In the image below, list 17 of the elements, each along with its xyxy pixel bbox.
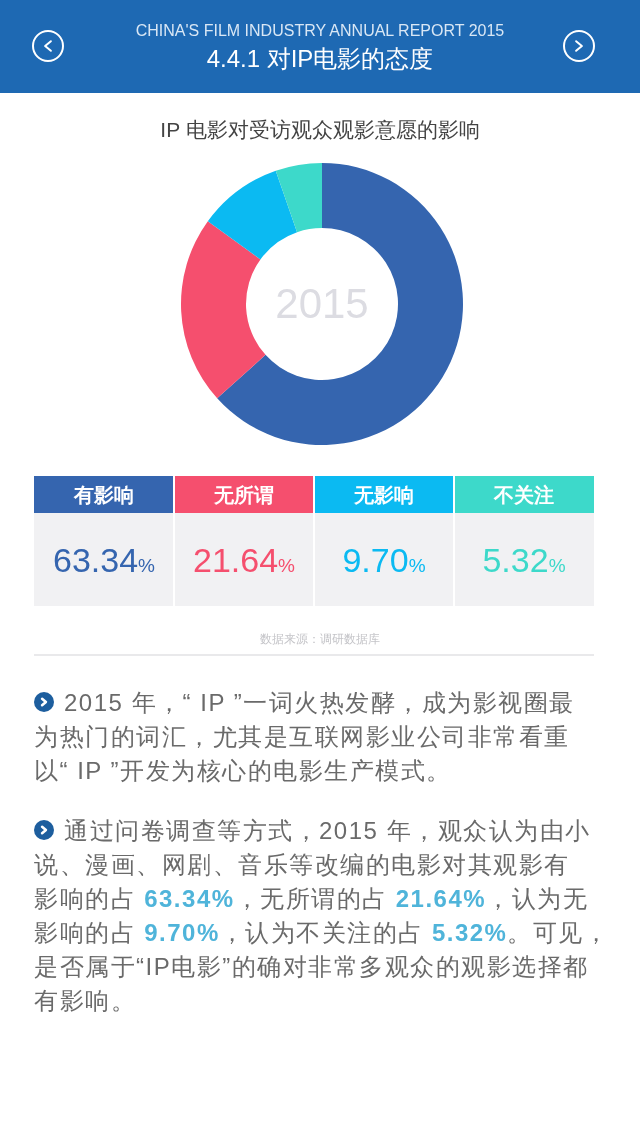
data-label: 21.64%: [193, 540, 296, 579]
text: 通过问卷调查等方式，2015 年，观众认为由小说、漫画、网剧、音乐等改编的电影对其观影有影响的占 63.34%，无所谓的占 21.64%，认为无影响的占 9.70%，认为不关注的占 5.32%。可见，是否属于“IP电影”的确对非常多观众的观影选择都有影响。: [34, 816, 610, 1014]
text: CHINA'S FILM INDUSTRY ANNUAL REPORT 2015: [135, 22, 505, 39]
legend-label: 无影响: [353, 483, 414, 506]
donut-slice: [217, 163, 463, 445]
legend-label: 有影响: [73, 483, 134, 506]
data-label: 9.70%: [342, 540, 426, 579]
donut-slice: [181, 221, 266, 399]
data-label: 5.32%: [482, 540, 566, 579]
donut-slice: [275, 163, 322, 233]
legend-label: 不关注: [493, 483, 554, 506]
chart-subtitle: IP 电影对受访观众观影意愿的影响: [160, 118, 480, 141]
data-label: 63.34%: [53, 540, 156, 579]
text: 2015 年，“ IP ”一词火热发酵，成为影视圈最为热门的词汇，尤其是互联网影业公司非常看重以“ IP ”开发为核心的电影生产模式。: [34, 688, 575, 784]
chart-title: 4.4.1 对IP电影的态度: [206, 45, 434, 72]
donut-slice: [207, 170, 298, 260]
legend-label: 无所谓: [213, 483, 274, 506]
